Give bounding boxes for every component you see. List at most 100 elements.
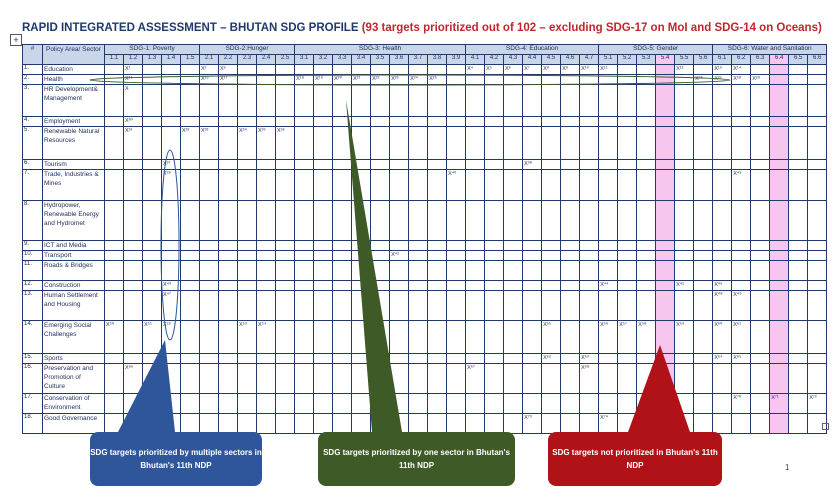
priority-mark: X: [125, 86, 129, 92]
priority-mark: X⁶⁵: [733, 355, 742, 361]
priority-mark: X²⁷: [714, 76, 722, 82]
priority-mark: X⁶⁸: [581, 365, 590, 371]
table-row: 13. Human Settlement and Housing X⁴⁷ X⁴⁸ X⁴⁹: [22, 290, 828, 321]
priority-mark: X²⁰: [334, 76, 342, 82]
callout-not-prioritized: SDG targets not prioritized in Bhutan's …: [548, 432, 722, 486]
priority-mark: X³⁴: [239, 128, 247, 134]
priority-mark: X¹⁴: [733, 66, 742, 72]
priority-mark: X⁶⁴: [714, 355, 723, 361]
priority-mark: X¹⁵: [125, 76, 133, 82]
priority-mark: X⁴⁶: [714, 282, 723, 288]
priority-mark: X⁵⁹: [676, 322, 685, 328]
health-row-ellipse: [89, 74, 731, 86]
target-cell: [655, 169, 676, 201]
priority-mark: X³²: [182, 128, 190, 134]
column-1-4-ellipse: [160, 149, 180, 341]
priority-mark: X⁵⁷: [619, 322, 628, 328]
table-row: 3. HR Development& Management X: [22, 84, 828, 117]
priority-mark: X⁵⁰: [106, 322, 115, 328]
table-row: 8. Hydropower, Renewable Energy and Hydro…: [22, 200, 828, 241]
priority-mark: X⁵⁸: [638, 322, 647, 328]
priority-mark: X²¹: [353, 76, 361, 82]
priority-mark: X¹⁹: [315, 76, 323, 82]
priority-mark: X³⁸: [524, 161, 532, 167]
priority-mark: X¹⁰: [581, 66, 589, 72]
table-row: 7. Trade, Industries & Mines X³⁹ X⁴⁰ X⁴¹: [22, 169, 828, 201]
priority-mark: X⁷¹: [771, 395, 779, 401]
priority-mark: X³⁷: [163, 161, 171, 167]
callout-one-sector: SDG targets prioritized by one sector in…: [318, 432, 515, 486]
priority-mark: X²⁶: [695, 76, 703, 82]
priority-mark: X⁷⁴: [600, 415, 609, 421]
priority-mark: X⁴⁹: [733, 292, 742, 298]
priority-mark: X²⁴: [410, 76, 418, 82]
sdg-profile-table: # Policy Area/ Sector SDG-1: Poverty SDG-…: [22, 44, 828, 434]
callout-multiple-sectors: SDG targets prioritized by multiple sect…: [90, 432, 262, 486]
priority-mark: X⁴⁰: [448, 171, 457, 177]
priority-mark: X⁶²: [543, 355, 551, 361]
priority-mark: X⁶⁶: [125, 365, 134, 371]
target-cell: [655, 260, 676, 281]
title-main: RAPID INTEGRATED ASSESSMENT – BHUTAN SDG…: [22, 22, 359, 34]
priority-mark: X³⁵: [258, 128, 266, 134]
priority-mark: X²²: [372, 76, 380, 82]
priority-mark: X⁴⁸: [714, 292, 723, 298]
one-sector-pointer: [346, 100, 402, 432]
table-row: 4. Employment X³⁰: [22, 116, 828, 127]
row-sector: Human Settlement and Housing: [42, 290, 105, 321]
priority-mark: X⁹: [562, 66, 569, 72]
priority-mark: X²: [201, 66, 207, 72]
priority-mark: X⁴³: [163, 282, 171, 288]
priority-mark: X⁶³: [581, 355, 589, 361]
priority-mark: X⁸: [543, 66, 550, 72]
table-row: 15. Sports X⁶² X⁶³ X⁶⁴ X⁶⁵: [22, 353, 828, 364]
priority-mark: X⁴¹: [733, 171, 742, 177]
priority-mark: X⁴⁷: [163, 292, 172, 298]
priority-mark: X⁷³: [524, 415, 532, 421]
priority-mark: X¹¹: [600, 66, 608, 72]
table-row: 2. Health X¹⁵ X¹⁶ X¹⁷ X¹⁸ X¹⁹ X²⁰ X²¹ X²² X²³ X²⁴ X²…: [22, 74, 828, 85]
target-cell: [769, 126, 790, 160]
header-num: #: [22, 44, 43, 65]
target-cell: [769, 413, 790, 434]
priority-mark: X⁵⁵: [543, 322, 552, 328]
priority-mark: X¹²: [676, 66, 684, 72]
priority-mark: X³⁶: [277, 128, 285, 134]
priority-mark: X⁴²: [391, 252, 399, 258]
priority-mark: X⁵¹: [144, 322, 152, 328]
priority-mark: X⁵³: [239, 322, 247, 328]
priority-mark: X⁴: [467, 66, 474, 72]
table-row: 11. Roads & Bridges: [22, 260, 828, 281]
priority-mark: X⁷²: [809, 395, 817, 401]
table-row: 6. Tourism X³⁷ X³⁸: [22, 159, 828, 170]
target-cell: [274, 413, 296, 434]
page-title: RAPID INTEGRATED ASSESSMENT – BHUTAN SDG…: [22, 22, 822, 34]
priority-mark: X¹⁷: [220, 76, 228, 82]
priority-mark: X⁴⁴: [600, 282, 609, 288]
priority-mark: X⁵²: [163, 322, 171, 328]
priority-mark: X³³: [201, 128, 209, 134]
resize-handle-icon[interactable]: [822, 423, 829, 430]
priority-mark: X⁶: [505, 66, 511, 72]
priority-mark: X¹⁸: [296, 76, 304, 82]
priority-mark: X³⁰: [125, 118, 133, 124]
priority-mark: X²⁹: [752, 76, 761, 82]
page-number: 1: [785, 463, 790, 472]
target-cell: X³⁶: [274, 126, 296, 160]
priority-mark: X¹⁶: [201, 76, 209, 82]
row-sector: Emerging Social Challenges: [42, 320, 105, 354]
priority-mark: X²³: [391, 76, 399, 82]
priority-mark: X²⁵: [429, 76, 437, 82]
priority-mark: X⁷⁰: [733, 395, 742, 401]
priority-mark: X⁶¹: [733, 322, 741, 328]
target-cell: [769, 169, 790, 201]
table-row: 5. Renewable Natural Resources X³¹ X³² X³³ X³…: [22, 126, 828, 160]
target-cell: [769, 260, 790, 281]
not-prioritized-pointer: [628, 345, 690, 432]
table-row: 9. ICT and Media: [22, 240, 828, 251]
priority-mark: X¹³: [714, 66, 722, 72]
priority-mark: X⁵⁶: [600, 322, 609, 328]
priority-mark: X⁷: [524, 66, 530, 72]
priority-mark: X⁶⁷: [467, 365, 475, 371]
table-move-handle-icon[interactable]: +: [10, 34, 22, 46]
